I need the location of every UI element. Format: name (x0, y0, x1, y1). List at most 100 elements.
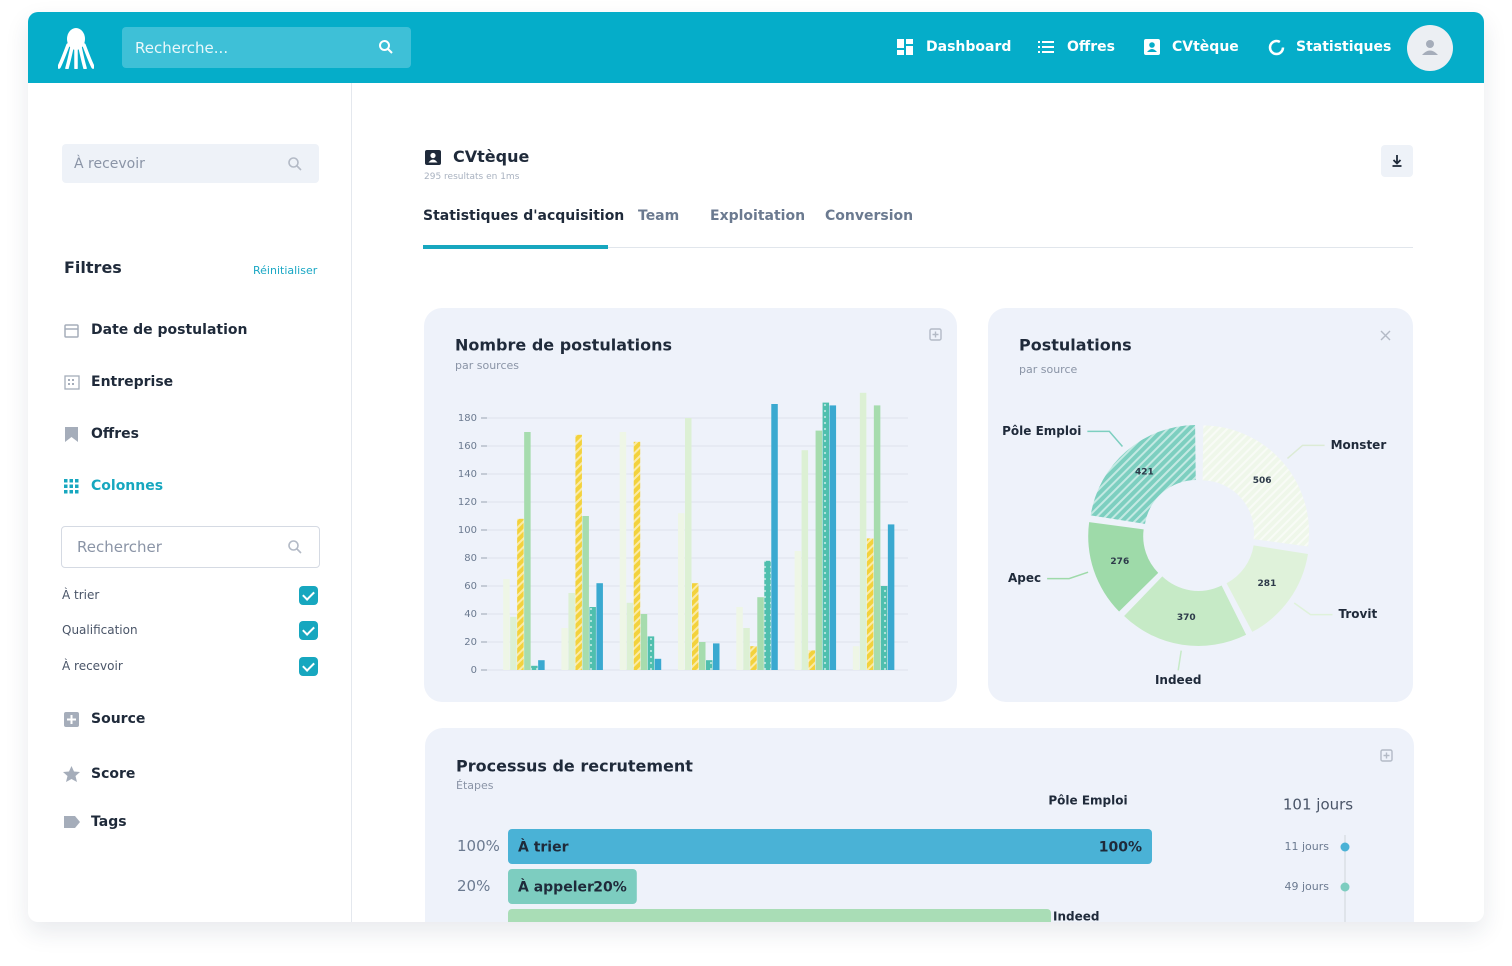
stats-icon (1268, 39, 1285, 56)
timeline-dot (1340, 842, 1350, 852)
app-window: Recherche... Dashboard Offres CVtèque St… (28, 12, 1484, 922)
sidebar-search-placeholder: À recevoir (74, 156, 145, 172)
pie-label: Trovit (1338, 607, 1377, 621)
cvteque-icon (1144, 39, 1160, 55)
pie-slice (1226, 545, 1308, 632)
y-tick-label: 160 (458, 441, 477, 452)
page-title: CVtèque (453, 147, 530, 166)
leader-line (1286, 444, 1325, 460)
tabs-baseline (423, 247, 1413, 248)
column-search-placeholder: Rechercher (77, 538, 162, 556)
logo[interactable] (58, 27, 94, 69)
sidebar-divider (351, 83, 352, 922)
checkbox[interactable] (299, 586, 318, 605)
bar (706, 660, 713, 670)
annotation: Pôle Emploi (1048, 794, 1127, 808)
reset-link[interactable]: Réinitialiser (253, 264, 318, 277)
sidebar-search[interactable] (62, 144, 319, 183)
pie-slice (1090, 424, 1196, 524)
filter-item[interactable]: Offres (91, 426, 139, 442)
tab[interactable]: Team (638, 208, 680, 224)
search-icon[interactable] (287, 539, 303, 555)
app-content: Recherche... Dashboard Offres CVtèque St… (28, 12, 1484, 922)
dashboard-icon (897, 39, 913, 55)
grid-icon (64, 479, 79, 494)
data-label: 506 (1253, 476, 1272, 486)
bar (531, 665, 538, 670)
timeline-total: 101 jours (1283, 796, 1353, 814)
nav-link[interactable]: Dashboard (926, 39, 1012, 55)
bar (619, 432, 627, 670)
filters-title: Filtres (64, 258, 122, 277)
bar (561, 628, 568, 670)
bar (685, 418, 692, 670)
y-tick-label: 40 (464, 609, 477, 620)
funnel-stage: À appeler (518, 879, 594, 896)
download-button[interactable] (1381, 145, 1413, 177)
search-box[interactable] (122, 27, 411, 68)
bar (815, 430, 823, 670)
bar (822, 402, 830, 670)
company-icon (64, 375, 80, 390)
tab-active[interactable]: Statistiques d'acquisition (423, 208, 625, 224)
checkbox[interactable] (299, 621, 318, 640)
expand-icon[interactable] (1380, 749, 1393, 762)
y-tick-label: 180 (458, 413, 477, 424)
bar (880, 586, 888, 670)
filter-item[interactable]: Tags (91, 814, 127, 830)
search-icon[interactable] (378, 39, 394, 55)
nav-link[interactable]: CVtèque (1172, 39, 1239, 55)
bar (654, 658, 662, 670)
bar (859, 392, 867, 670)
filter-item[interactable]: Score (91, 766, 136, 782)
search-icon[interactable] (287, 156, 303, 172)
bookmark-icon (65, 427, 78, 442)
pie-label: Pôle Emploi (1002, 424, 1081, 438)
bar (771, 404, 778, 670)
source-icon (64, 712, 79, 727)
filter-item[interactable]: Source (91, 711, 146, 727)
bar (764, 560, 771, 670)
pie-slice (1202, 425, 1310, 547)
pie-label: Indeed (1155, 673, 1201, 687)
filter-item[interactable]: Entreprise (91, 374, 174, 390)
column-search[interactable] (61, 526, 320, 568)
data-label: 100% (1099, 840, 1142, 856)
charts: Nombre de postulations par sources Postu… (455, 328, 1393, 922)
chart-subtitle: par source (1019, 363, 1078, 376)
filter-item[interactable]: Colonnes (91, 478, 164, 494)
bar (757, 597, 764, 670)
y-tick-label: 0 (471, 665, 477, 676)
row-percent: 100% (457, 837, 500, 855)
filter-item[interactable]: Date de postulation (91, 322, 248, 338)
tab[interactable]: Exploitation (710, 208, 806, 224)
data-label: 370 (1177, 613, 1196, 623)
y-tick-label: 100 (458, 525, 477, 536)
timeline-step: 11 jours (1284, 840, 1329, 853)
nav-link[interactable]: Statistiques (1296, 39, 1392, 55)
bar (633, 441, 641, 670)
bar (596, 583, 603, 670)
bar (503, 579, 510, 670)
close-icon[interactable] (1380, 330, 1391, 341)
nav-link[interactable]: Offres (1067, 39, 1115, 55)
bar (866, 538, 874, 670)
bar (852, 646, 860, 670)
bar (575, 434, 582, 670)
checkbox[interactable] (299, 657, 318, 676)
leader-line (1087, 430, 1124, 448)
funnel-bar (508, 829, 1152, 864)
bar (510, 616, 517, 670)
avatar[interactable] (1407, 25, 1453, 71)
bar (887, 524, 895, 670)
expand-icon[interactable] (929, 328, 942, 341)
leader-line (1293, 602, 1333, 616)
bar (568, 593, 575, 670)
leader-line (1047, 571, 1089, 580)
calendar-icon (64, 324, 79, 338)
bar (808, 650, 816, 670)
chart-subtitle: Étapes (456, 779, 494, 792)
bar (743, 628, 750, 670)
tab[interactable]: Conversion (825, 208, 914, 224)
